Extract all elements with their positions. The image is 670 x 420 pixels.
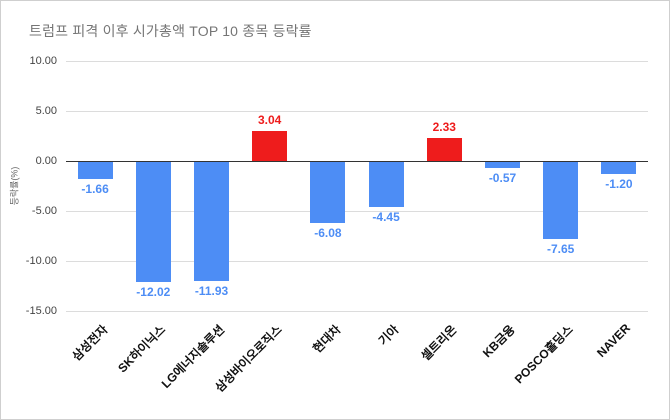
category-label-KB금융: KB금융 (480, 322, 518, 361)
y-tick-label: -15.00 (25, 305, 57, 317)
gridline (66, 211, 648, 212)
y-axis-title: 등락률(%) (9, 166, 20, 206)
category-label-삼성전자: 삼성전자 (69, 322, 111, 364)
category-label-현대차: 현대차 (309, 322, 344, 356)
bar-KB금융[interactable] (485, 162, 520, 168)
y-tick-label: 10.00 (29, 55, 57, 67)
category-label-NAVER: NAVER (593, 321, 633, 360)
gridline (66, 111, 648, 112)
gridline (66, 61, 648, 62)
value-label: -1.66 (81, 181, 109, 196)
bar-현대차[interactable] (310, 162, 346, 223)
value-label: -6.08 (314, 225, 342, 240)
bar-SK하이닉스[interactable] (135, 162, 171, 283)
y-tick-label: 5.00 (35, 105, 57, 117)
bar-삼성전자[interactable] (77, 162, 113, 179)
category-label-기아: 기아 (375, 322, 402, 348)
value-label: -11.93 (194, 284, 229, 299)
bar-삼성바이오로직스[interactable] (252, 130, 288, 161)
bar-POSCO홀딩스[interactable] (543, 162, 579, 239)
chart-title: 트럼프 피격 이후 시가총액 TOP 10 종목 등락률 (29, 23, 312, 39)
category-label-셀트리온: 셀트리온 (418, 322, 460, 364)
bar-NAVER[interactable] (601, 162, 637, 174)
gridline (66, 311, 648, 312)
value-label: -0.57 (488, 170, 517, 185)
y-tick-label: -5.00 (31, 205, 57, 217)
value-label: -7.65 (547, 241, 575, 256)
bar-셀트리온[interactable] (426, 137, 462, 161)
y-tick-label: -10.00 (25, 255, 57, 267)
zero-axis-line (66, 161, 648, 162)
value-label: -4.45 (372, 209, 400, 224)
category-label-POSCO홀딩스: POSCO홀딩스 (512, 322, 577, 387)
value-label: 3.04 (258, 112, 282, 127)
bar-기아[interactable] (368, 162, 404, 207)
value-label: -12.02 (136, 285, 171, 300)
value-label: -1.20 (605, 177, 633, 191)
value-label: 2.33 (432, 119, 456, 134)
category-label-SK하이닉스: SK하이닉스 (115, 322, 169, 376)
gridline (66, 261, 648, 262)
bar-LG에너지솔루션[interactable] (194, 162, 229, 282)
y-tick-label: 0.00 (35, 155, 57, 167)
